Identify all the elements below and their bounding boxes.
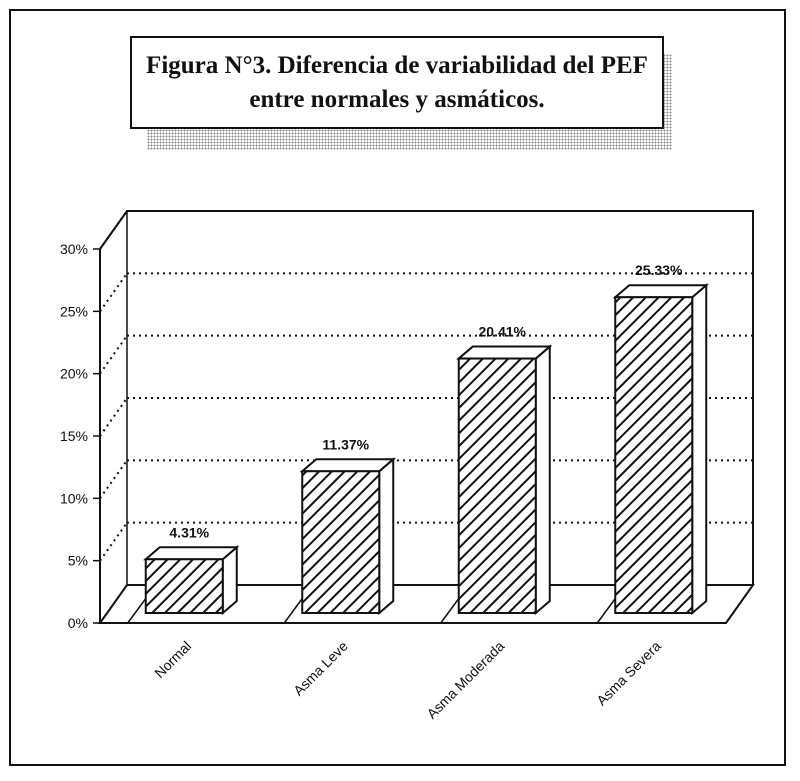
y-tick-label: 30% bbox=[60, 241, 88, 257]
y-tick-label: 10% bbox=[60, 490, 88, 506]
bar-side bbox=[691, 283, 708, 616]
chart-title-line-1: Figura N°3. Diferencia de variabilidad d… bbox=[146, 51, 648, 79]
bar bbox=[283, 457, 396, 624]
bar-front bbox=[457, 357, 537, 614]
data-labels: 4.31% 11.37% 20.41% 25.33% bbox=[169, 262, 683, 540]
bar-top bbox=[456, 345, 553, 360]
category-label: Asma Severa bbox=[593, 638, 664, 709]
chart-title-line-2: entre normales y asmáticos. bbox=[249, 85, 545, 113]
y-axis-ticks: 0% 5% 10% 15% 20% 25% 30% bbox=[60, 241, 100, 631]
data-label: 25.33% bbox=[635, 262, 683, 278]
bar bbox=[127, 545, 240, 624]
gridline-side bbox=[99, 272, 128, 312]
bar-side bbox=[534, 344, 551, 616]
bar-top bbox=[143, 546, 240, 561]
bars bbox=[127, 283, 709, 624]
y-tick-label: 5% bbox=[68, 553, 88, 569]
data-label: 11.37% bbox=[322, 436, 369, 452]
category-label: Normal bbox=[151, 638, 194, 681]
chart-title: Figura N°3. Diferencia de variabilidad d… bbox=[130, 36, 664, 129]
bar-side bbox=[378, 457, 395, 616]
x-axis-labels: Normal Asma Leve Asma Moderada Asma Severa bbox=[151, 638, 664, 722]
bar bbox=[440, 344, 553, 624]
bar-front bbox=[144, 558, 224, 615]
bar-top bbox=[299, 458, 396, 473]
y-tick-label: 0% bbox=[68, 615, 88, 631]
gridline-side bbox=[99, 459, 128, 499]
y-tick-label: 25% bbox=[60, 303, 88, 319]
gridline-side bbox=[99, 335, 128, 375]
bar-front bbox=[301, 470, 381, 614]
bar-front bbox=[614, 296, 694, 614]
gridline-side bbox=[99, 210, 128, 250]
chart-floor bbox=[98, 584, 755, 624]
y-tick-label: 15% bbox=[60, 428, 88, 444]
y-tick-label: 20% bbox=[60, 366, 88, 382]
data-label: 20.41% bbox=[479, 324, 527, 340]
category-label: Asma Moderada bbox=[423, 638, 507, 722]
data-label: 4.31% bbox=[169, 524, 209, 540]
gridline-side bbox=[99, 397, 128, 437]
bar bbox=[596, 283, 709, 624]
bar-top bbox=[612, 284, 709, 299]
gridline-side bbox=[99, 522, 128, 562]
category-label: Asma Leve bbox=[290, 638, 351, 699]
gridlines bbox=[99, 210, 753, 562]
